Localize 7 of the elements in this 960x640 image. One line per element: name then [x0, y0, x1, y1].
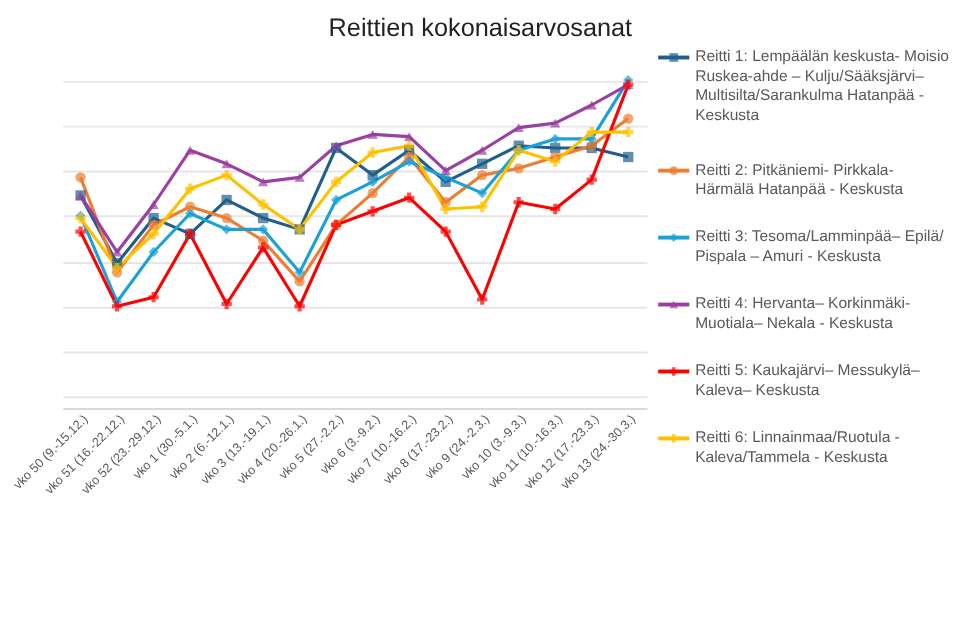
- legend-label: Reitti 2: Pitkäniemi- Pirkkala- Härmälä Hatanpää - Keskusta: [695, 160, 905, 198]
- legend-label: Reitti 4: Hervanta– Korkinmäki- Muotiala– Nekala - Keskusta: [695, 294, 911, 332]
- legend-label: Reitti 6: Linnainmaa/Ruotula - Kaleva/Tammela - Keskusta: [695, 428, 901, 466]
- legend-label: Reitti 3: Tesoma/Lamminpää– Epilä/ Pispala – Amuri - Keskusta: [695, 227, 946, 265]
- chart-title: Reittien kokonaisarvosanat: [328, 14, 634, 43]
- legend-label: Reitti 1: Lempäälän keskusta- Moisio Ruskea-ahde – Kulju/Sääksjärvi– Multisilta/Sarankulma Hatanpää - Keskusta: [695, 47, 949, 124]
- legend-label: Reitti 5: Kaukajärvi– Messukylä– Kaleva– Keskusta: [695, 361, 921, 399]
